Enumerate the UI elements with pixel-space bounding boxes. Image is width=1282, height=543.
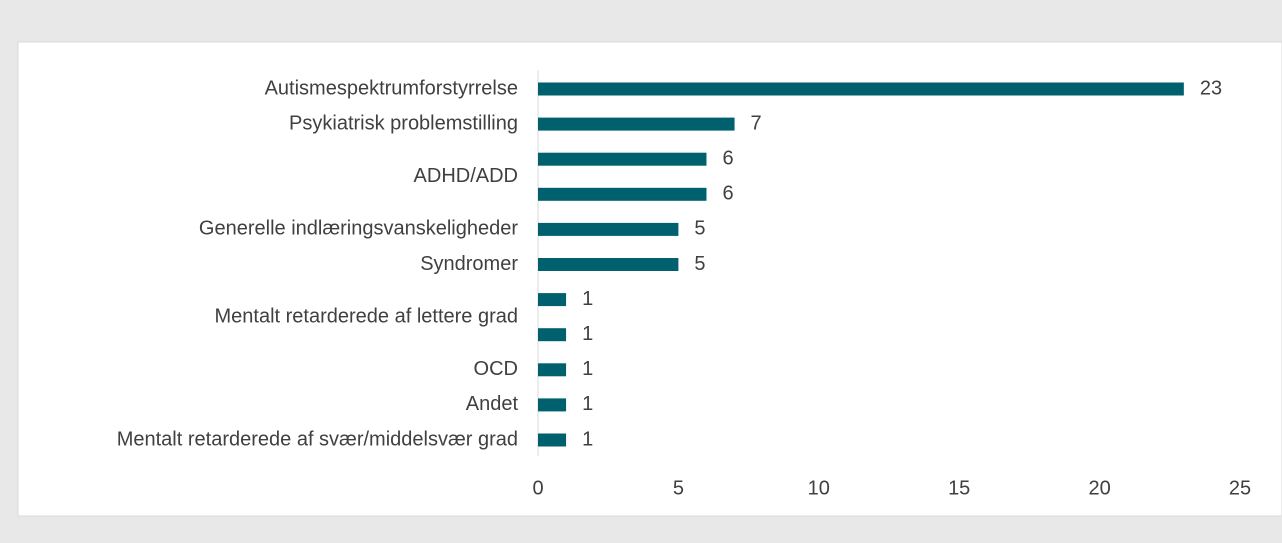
data-label: 6 (722, 147, 733, 169)
data-label: 1 (582, 393, 593, 415)
data-label: 5 (694, 253, 705, 275)
bar (538, 363, 567, 377)
bar (538, 258, 679, 271)
y-tick-label: Psykiatrisk problemstilling (289, 112, 518, 134)
data-label: 1 (582, 323, 593, 345)
bar (538, 82, 1184, 96)
bar (538, 433, 567, 447)
data-label: 1 (582, 358, 593, 380)
y-tick-label: Autismespektrumforstyrrelse (265, 77, 518, 99)
bar (538, 117, 735, 131)
data-label: 23 (1200, 77, 1222, 99)
data-label: 1 (582, 428, 593, 450)
bar (538, 222, 679, 236)
x-tick-label: 20 (1088, 477, 1110, 499)
bar (538, 328, 567, 342)
bar (538, 152, 707, 166)
data-label: 1 (582, 288, 593, 310)
y-tick-label: OCD (474, 358, 518, 380)
bar (538, 293, 567, 307)
bar (538, 187, 707, 201)
y-tick-label: Mentalt retarderede af svær/middelsvær g… (117, 428, 518, 450)
data-label: 6 (722, 183, 733, 205)
y-tick-label: Mentalt retarderede af lettere grad (214, 305, 518, 327)
y-tick-label: Generelle indlæringsvanskeligheder (199, 218, 518, 240)
x-tick-label: 5 (673, 477, 684, 499)
data-label: 5 (694, 218, 705, 240)
y-tick-label: Syndromer (420, 253, 518, 275)
x-tick-label: 10 (808, 477, 830, 499)
x-tick-label: 25 (1229, 477, 1251, 499)
y-tick-label: ADHD/ADD (414, 165, 518, 187)
x-tick-label: 0 (532, 477, 543, 499)
bar (538, 398, 567, 412)
y-tick-label: Andet (466, 393, 519, 415)
data-label: 7 (751, 112, 762, 134)
x-tick-label: 15 (948, 477, 970, 499)
